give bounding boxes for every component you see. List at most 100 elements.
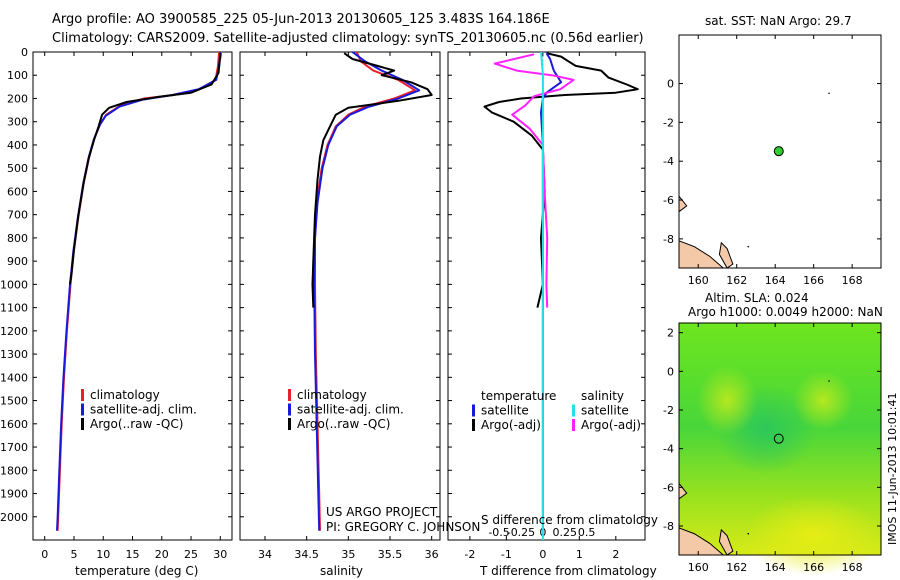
land-island (678, 240, 725, 269)
timestamp: IMOS 11-Jun-2013 10:01:41 (886, 392, 899, 545)
islet (828, 380, 830, 382)
plot-frame (447, 51, 646, 541)
x-tick-label: 162 (726, 274, 747, 287)
legend-swatch (288, 389, 291, 401)
legend-label: Argo(-adj) (581, 418, 641, 432)
y-tick-label: 700 (7, 209, 28, 222)
series-line (311, 52, 433, 308)
y-tick-label: -2 (663, 404, 674, 417)
s-tick-label: -0.5 (488, 526, 509, 539)
x-tick-label: 168 (842, 561, 863, 574)
x-tick-label: 0 (539, 548, 546, 561)
y-tick-label: 800 (7, 232, 28, 245)
y-tick-label: -6 (663, 194, 674, 207)
y-tick-label: 1300 (0, 348, 28, 361)
x-tick-label: 160 (688, 274, 709, 287)
legend-label: Argo(..raw -QC) (90, 417, 183, 431)
y-tick-label: -4 (663, 443, 674, 456)
sla-blob (697, 365, 758, 436)
sla-map-subtitle: Argo h1000: 0.0049 h2000: NaN (688, 305, 883, 319)
y-tick-label: 0 (667, 365, 674, 378)
salinity-xlabel: salinity (320, 564, 363, 578)
y-tick-label: -8 (663, 520, 674, 533)
salinity-panel: 34 34.5 35 35.5 36 climatologysatellite-adj. … (239, 51, 441, 561)
difference-panel: -2-1012-0.5-0.2500.250.5temperaturesatel… (447, 51, 646, 561)
difference-xlabel-t: T difference from climatology (479, 564, 657, 578)
y-tick-label: 1900 (0, 488, 28, 501)
legend-label: Argo(-adj) (481, 418, 541, 432)
sst-map-panel: 160 162 164 166 168 0 -2 -4 -6 -8 (663, 34, 882, 287)
project-line-1: US ARGO PROJECT (326, 505, 438, 519)
legend-swatch (81, 389, 84, 401)
y-tick-label: 2000 (0, 511, 28, 524)
islet (747, 532, 750, 535)
y-tick-label: 2 (667, 327, 674, 340)
land-island (718, 241, 734, 269)
legend-label: satellite (481, 404, 529, 418)
y-tick-label: 1100 (0, 302, 28, 315)
temperature-xlabel: temperature (deg C) (75, 564, 198, 578)
header-line-2: Climatology: CARS2009. Satellite-adjuste… (52, 31, 644, 46)
y-tick-label: -6 (663, 481, 674, 494)
x-tick-label: -2 (464, 548, 475, 561)
x-tick-label: 0 (41, 548, 48, 561)
plot-frame (239, 51, 441, 541)
x-tick-label: 5 (70, 548, 77, 561)
islet (747, 245, 750, 248)
legend-swatch (288, 403, 291, 416)
legend-label: satellite-adj. clim. (297, 403, 404, 417)
legend-swatch (472, 404, 475, 417)
sla-map-panel: 160 162 164 166 168 2 0 -2 -4 -6 -8 (663, 322, 884, 576)
legend-swatch (81, 418, 84, 430)
y-tick-label: 1200 (0, 325, 28, 338)
legend-swatch (572, 404, 575, 417)
x-tick-label: 36 (425, 548, 439, 561)
x-tick-label: 166 (803, 274, 824, 287)
x-tick-label: 2 (612, 548, 619, 561)
y-tick-label: 900 (7, 255, 28, 268)
y-tick-label: 300 (7, 116, 28, 129)
legend-label: climatology (90, 388, 160, 402)
sla-map-title: Altim. SLA: 0.024 (705, 291, 809, 305)
legend-label: temperature (481, 389, 556, 403)
y-tick-label: 1400 (0, 371, 28, 384)
y-tick-label: 500 (7, 162, 28, 175)
sst-map-title: sat. SST: NaN Argo: 29.7 (705, 14, 852, 28)
x-tick-label: 164 (765, 274, 786, 287)
y-tick-label: 1600 (0, 418, 28, 431)
project-line-2: PI: GREGORY C. JOHNSON (326, 520, 480, 534)
x-tick-label: 162 (726, 561, 747, 574)
series-line (483, 52, 639, 308)
series-line (540, 51, 544, 540)
y-tick-label: 1000 (0, 278, 28, 291)
legend-label: climatology (297, 388, 367, 402)
series-line (314, 51, 416, 531)
argo-position-marker (773, 146, 784, 157)
legend-label: salinity (581, 389, 624, 403)
x-tick-label: 1 (576, 548, 583, 561)
x-tick-label: 160 (688, 561, 709, 574)
x-tick-label: 10 (96, 548, 110, 561)
plot-frame (32, 51, 233, 541)
header-line-1: Argo profile: AO 3900585_225 05-Jun-2013… (52, 12, 550, 27)
x-tick-label: 34.5 (294, 548, 319, 561)
map-frame (678, 34, 882, 269)
y-tick-label: 600 (7, 185, 28, 198)
sla-blob (743, 495, 884, 576)
x-tick-label: 25 (184, 548, 198, 561)
legend-swatch (81, 403, 84, 416)
s-tick-label: -0.25 (507, 526, 535, 539)
s-tick-label: 0.25 (552, 526, 577, 539)
map-frame (678, 322, 882, 556)
legend-label: satellite (581, 404, 629, 418)
temperature-panel: 0100200300400500600700800900100011001200… (0, 46, 233, 561)
y-tick-label: -2 (663, 116, 674, 129)
sla-blob (793, 370, 854, 431)
y-tick-label: 400 (7, 139, 28, 152)
argo-position-marker (773, 433, 784, 444)
x-tick-label: 164 (765, 561, 786, 574)
y-tick-label: 200 (7, 92, 28, 105)
x-tick-label: 35.5 (378, 548, 403, 561)
y-tick-label: 1700 (0, 441, 28, 454)
